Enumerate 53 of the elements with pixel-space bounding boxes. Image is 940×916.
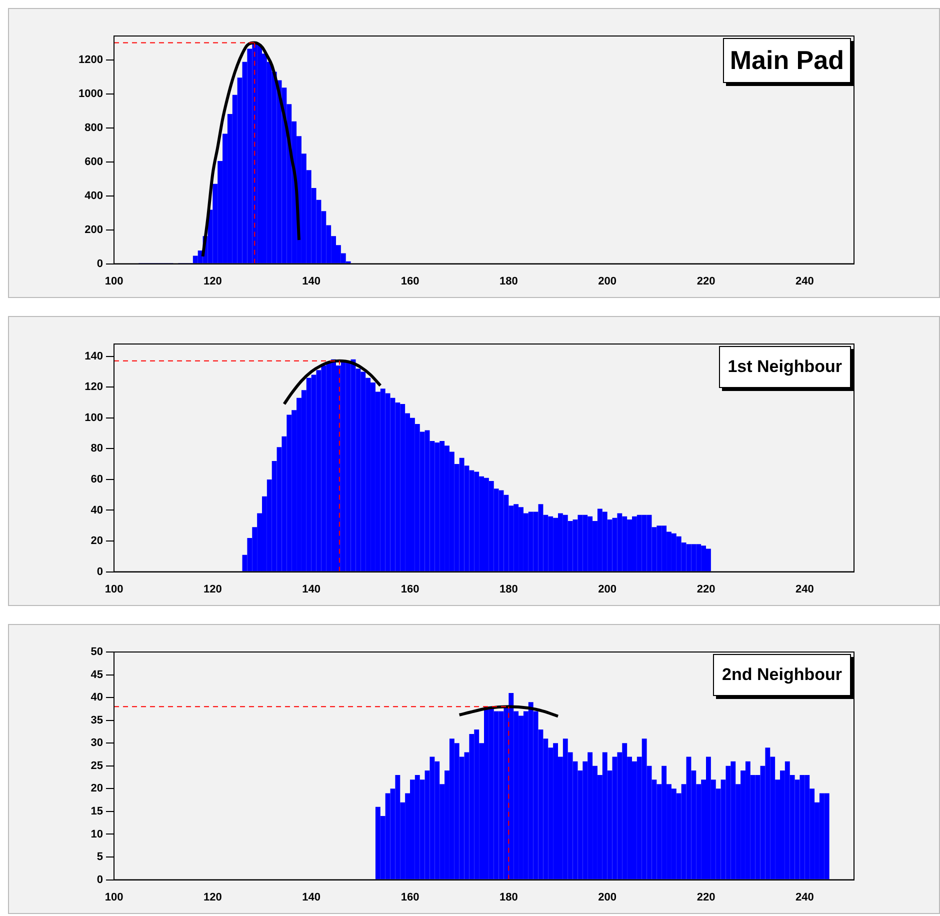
x-tick-label: 120 xyxy=(203,275,222,288)
x-tick-label: 240 xyxy=(795,275,814,288)
x-tick-label: 160 xyxy=(400,583,420,596)
x-tick-label: 180 xyxy=(499,583,518,596)
x-tick-label: 140 xyxy=(302,583,321,596)
y-tick-label: 120 xyxy=(84,381,103,394)
y-tick-label: 40 xyxy=(90,692,103,704)
x-tick-label: 180 xyxy=(499,891,518,904)
chart-title: Main Pad xyxy=(722,38,851,83)
x-tick-label: 140 xyxy=(302,275,321,288)
y-tick-label: 100 xyxy=(84,412,103,424)
x-tick-label: 200 xyxy=(598,275,617,288)
y-tick-label: 20 xyxy=(90,535,103,548)
y-tick-label: 40 xyxy=(90,504,103,516)
x-tick-label: 120 xyxy=(203,891,222,904)
x-tick-label: 220 xyxy=(696,583,716,596)
y-tick-label: 30 xyxy=(90,737,103,750)
y-tick-label: 35 xyxy=(90,714,103,726)
x-tick-label: 100 xyxy=(104,583,124,596)
text: 2nd Neighbour xyxy=(713,654,851,696)
x-tick-label: 200 xyxy=(598,891,617,904)
x-tick-label: 220 xyxy=(696,891,716,904)
y-tick-label: 0 xyxy=(96,258,103,270)
x-tick-label: 140 xyxy=(302,891,321,904)
y-tick-label: 1000 xyxy=(78,88,103,100)
y-tick-label: 0 xyxy=(96,874,103,886)
y-tick-label: 25 xyxy=(90,760,103,772)
y-tick-label: 45 xyxy=(90,668,103,681)
x-tick-label: 100 xyxy=(104,275,124,288)
y-tick-label: 600 xyxy=(84,156,103,168)
y-tick-label: 80 xyxy=(90,442,103,455)
x-tick-label: 200 xyxy=(598,583,617,596)
y-tick-label: 140 xyxy=(84,350,103,362)
x-tick-label: 160 xyxy=(400,275,420,288)
text: 1st Neighbour xyxy=(718,346,851,388)
x-tick-label: 120 xyxy=(203,583,222,596)
x-tick-label: 220 xyxy=(696,275,716,288)
y-tick-label: 200 xyxy=(84,224,103,236)
y-tick-label: 60 xyxy=(90,473,103,486)
x-tick-label: 180 xyxy=(499,275,518,288)
y-tick-label: 20 xyxy=(90,782,103,795)
y-tick-label: 400 xyxy=(84,190,103,202)
x-tick-label: 240 xyxy=(795,891,814,904)
y-tick-label: 0 xyxy=(96,566,103,578)
x-tick-label: 160 xyxy=(400,891,420,904)
y-tick-label: 800 xyxy=(84,122,103,134)
y-tick-label: 1200 xyxy=(78,54,103,66)
x-tick-label: 240 xyxy=(795,583,814,596)
y-tick-label: 5 xyxy=(96,851,103,864)
y-tick-label: 10 xyxy=(90,828,103,840)
y-tick-label: 50 xyxy=(90,646,103,658)
x-tick-label: 100 xyxy=(104,891,124,904)
y-tick-label: 15 xyxy=(90,805,103,818)
